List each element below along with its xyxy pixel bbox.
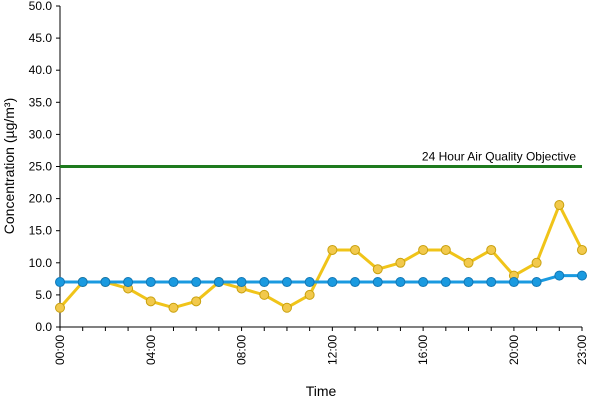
series-1-point	[145, 296, 156, 307]
x-axis-title: Time	[306, 383, 337, 399]
reference-line-group: 24 Hour Air Quality Objective	[60, 150, 582, 168]
series-1-point	[281, 302, 292, 313]
series-2-point	[77, 277, 88, 288]
series-2-point	[440, 277, 451, 288]
series-2-point	[577, 270, 587, 281]
series-1-point	[327, 244, 338, 255]
series-1-point	[372, 264, 383, 275]
series-1-point	[55, 302, 65, 313]
series-2-point	[168, 277, 179, 288]
series-2-point	[100, 277, 111, 288]
series-1-point	[463, 257, 474, 268]
y-tick-label: 15.0	[29, 224, 53, 238]
x-tick-label: 08:00	[235, 335, 249, 365]
series-1-point	[350, 244, 361, 255]
series-2-point	[304, 277, 315, 288]
x-tick-label: 20:00	[507, 335, 521, 365]
series-2-point	[418, 277, 429, 288]
series-1-point	[440, 244, 451, 255]
x-tick-label: 23:00	[575, 335, 589, 365]
y-tick-label: 50.0	[29, 0, 53, 13]
series-1-point	[486, 244, 497, 255]
series-2-point	[372, 277, 383, 288]
series-2-point	[259, 277, 270, 288]
x-tick-label: 00:00	[53, 335, 67, 365]
series-2-point	[463, 277, 474, 288]
y-tick-label: 20.0	[29, 192, 53, 206]
series-2-point	[123, 277, 134, 288]
y-tick-label: 0.0	[35, 320, 52, 334]
series-2-line	[58, 274, 584, 284]
series-1-point	[554, 200, 565, 211]
series-2-point	[395, 277, 406, 288]
series-2-point	[327, 277, 338, 288]
series-1-point	[531, 257, 542, 268]
series-2-point	[554, 270, 565, 281]
y-axis-title: Concentration (µg/m³)	[1, 98, 17, 234]
series-2-point	[508, 277, 519, 288]
series-1-point	[577, 244, 587, 255]
x-tick-label: 04:00	[144, 335, 158, 365]
series-2-point	[213, 277, 224, 288]
x-tick-label: 12:00	[325, 335, 339, 365]
series-2-point	[191, 277, 202, 288]
axes-group: 0.0 5.0 10.0 15.0 20.0 25.0 30.0 35.0 40.0 45.0 50…	[29, 0, 589, 365]
y-tick-label: 45.0	[29, 31, 53, 45]
y-tick-label: 10.0	[29, 256, 53, 270]
x-tick-label: 16:00	[416, 335, 430, 365]
y-tick-label: 40.0	[29, 63, 53, 77]
y-tick-label: 25.0	[29, 160, 53, 174]
series-1-point	[418, 244, 429, 255]
series-1-point	[304, 289, 315, 300]
series-1-point	[191, 296, 202, 307]
series-2-point	[350, 277, 361, 288]
y-tick-label: 30.0	[29, 127, 53, 141]
series-1-line	[58, 203, 584, 310]
y-tick-label: 5.0	[35, 288, 52, 302]
y-tick-label: 35.0	[29, 95, 53, 109]
series-1-point	[395, 257, 406, 268]
series-2-point	[281, 277, 292, 288]
series-2-point	[531, 277, 542, 288]
reference-line-label: 24 Hour Air Quality Objective	[422, 150, 576, 164]
series-2-point	[236, 277, 247, 288]
series-2-point	[55, 277, 65, 288]
series-1-point	[259, 289, 270, 300]
series-2-point	[145, 277, 156, 288]
series-2-point	[486, 277, 497, 288]
series-group	[55, 200, 587, 313]
series-1-point	[168, 302, 179, 313]
